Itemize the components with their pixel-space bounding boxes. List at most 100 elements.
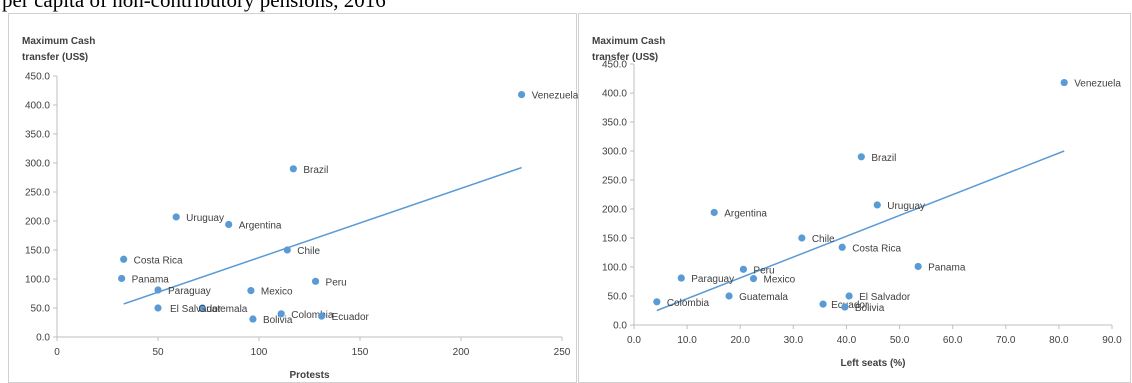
- trendline: [656, 150, 1065, 312]
- data-label-colombia: Colombia: [667, 298, 710, 309]
- data-label-peru: Peru: [753, 265, 774, 276]
- y-tick-label: 350.0: [25, 130, 50, 141]
- chart-group-title: per capita of non-contributory pensions,…: [2, 0, 386, 12]
- x-axis-label: Left seats (%): [840, 358, 905, 369]
- data-point-el-salvador: [154, 304, 162, 312]
- data-label-bolivia: Bolivia: [855, 303, 885, 314]
- y-tick-label: 450.0: [602, 60, 627, 71]
- data-label-chile: Chile: [812, 234, 835, 245]
- x-tick-label: 250: [554, 347, 571, 358]
- x-tick-label: 60.0: [943, 335, 963, 346]
- data-label-ecuador: Ecuador: [332, 312, 370, 323]
- data-point-paraguay: [154, 286, 162, 294]
- y-tick-label: 0.0: [36, 333, 50, 344]
- y-tick-label: 50.0: [31, 304, 51, 315]
- data-point-guatemala: [725, 292, 733, 300]
- y-axis-label: Maximum Cash transfer (US$): [592, 36, 666, 63]
- data-point-uruguay: [172, 213, 180, 221]
- data-point-ecuador: [819, 300, 827, 308]
- chart-panel-left-seats: Maximum Cash transfer (US$) 0.0 50.0 100.0…: [578, 13, 1131, 383]
- data-label-venezuela: Venezuela: [532, 91, 579, 102]
- data-point-peru: [739, 265, 748, 273]
- y-tick-label: 50.0: [608, 292, 628, 303]
- scatter-plot-left-seats: 0.0 50.0 100.0 150.0 200.0 250.0 300.0 350.0 400…: [602, 60, 1122, 370]
- data-label-paraguay: Paraguay: [691, 274, 734, 285]
- data-point-chile: [798, 234, 806, 242]
- data-label-ecuador: Ecuador: [831, 300, 869, 311]
- chart-panel-protests: Maximum Cash transfer (US$) 0.0 50.0 100.0…: [8, 13, 579, 383]
- x-tick-label: 10.0: [677, 335, 697, 346]
- x-tick-label: 40.0: [837, 335, 857, 346]
- data-point-colombia: [277, 310, 285, 318]
- data-label-argentina: Argentina: [239, 220, 282, 231]
- data-point-costa-rica: [120, 255, 128, 263]
- y-tick-label: 300.0: [602, 147, 627, 158]
- data-point-uruguay: [873, 201, 881, 209]
- data-point-venezuela: [518, 90, 526, 99]
- data-label-el-salvador: El Salvador: [859, 292, 911, 303]
- x-tick-label: 200: [453, 347, 470, 358]
- y-tick-label: 150.0: [602, 234, 627, 245]
- data-point-chile: [283, 246, 291, 254]
- data-point-ecuador: [318, 312, 326, 320]
- data-point-brazil: [289, 165, 297, 173]
- data-point-costa-rica: [838, 243, 846, 251]
- data-point-bolivia: [841, 303, 849, 311]
- data-point-brazil: [857, 153, 865, 161]
- data-label-el-salvador: El Salvador: [170, 304, 222, 315]
- data-label-uruguay: Uruguay: [887, 201, 925, 212]
- data-label-guatemala: Guatemala: [198, 304, 247, 315]
- y-tick-label: 200.0: [602, 205, 627, 216]
- data-point-argentina: [225, 220, 233, 229]
- data-label-colombia: Colombia: [291, 310, 334, 321]
- data-label-brazil: Brazil: [871, 153, 896, 164]
- data-label-panama: Panama: [928, 262, 966, 273]
- data-point-colombia: [653, 298, 661, 306]
- y-tick-label: 400.0: [602, 89, 627, 100]
- data-label-guatemala: Guatemala: [739, 292, 788, 303]
- x-tick-label: 90.0: [1102, 335, 1122, 346]
- data-label-argentina: Argentina: [724, 208, 767, 219]
- data-label-costa-rica: Costa Rica: [852, 243, 901, 254]
- y-axis-label: Maximum Cash transfer (US$): [22, 36, 96, 63]
- data-point-mexico: [749, 275, 758, 283]
- data-label-mexico: Mexico: [261, 287, 293, 298]
- scatter-plot-protests: 0.0 50.0 100.0 150.0 200.0 250.0 300.0 350.0 400…: [25, 72, 579, 382]
- x-tick-label: 150: [352, 347, 369, 358]
- data-point-mexico: [247, 287, 255, 295]
- x-tick-label: 30.0: [784, 335, 804, 346]
- y-tick-label: 300.0: [25, 159, 50, 170]
- data-label-panama: Panama: [132, 274, 170, 285]
- data-point-peru: [311, 277, 320, 285]
- data-label-costa-rica: Costa Rica: [134, 255, 183, 266]
- y-tick-label: 200.0: [25, 217, 50, 228]
- data-point-venezuela: [1060, 78, 1068, 87]
- y-tick-label: 0.0: [613, 321, 627, 332]
- x-axis-label: Protests: [289, 370, 329, 381]
- x-tick-label: 50: [152, 347, 164, 358]
- x-tick-label: 100: [251, 347, 268, 358]
- data-label-bolivia: Bolivia: [263, 315, 293, 326]
- x-tick-label: 70.0: [996, 335, 1016, 346]
- data-point-panama: [118, 274, 126, 283]
- data-point-paraguay: [677, 274, 685, 282]
- y-tick-label: 150.0: [25, 246, 50, 257]
- y-tick-label: 250.0: [25, 188, 50, 199]
- x-tick-label: 0: [54, 347, 60, 358]
- data-label-chile: Chile: [297, 246, 320, 257]
- data-label-venezuela: Venezuela: [1074, 79, 1121, 90]
- x-tick-label: 80.0: [1049, 335, 1069, 346]
- data-label-peru: Peru: [326, 277, 347, 288]
- data-point-argentina: [710, 208, 718, 217]
- data-label-mexico: Mexico: [764, 275, 796, 286]
- x-tick-label: 50.0: [890, 335, 910, 346]
- y-tick-label: 450.0: [25, 72, 50, 83]
- y-tick-label: 100.0: [25, 275, 50, 286]
- data-label-uruguay: Uruguay: [186, 213, 224, 224]
- y-tick-label: 250.0: [602, 176, 627, 187]
- data-label-brazil: Brazil: [303, 165, 328, 176]
- data-point-panama: [914, 262, 922, 271]
- trendline: [123, 166, 522, 305]
- data-point-guatemala: [198, 304, 207, 312]
- x-tick-label: 20.0: [730, 335, 750, 346]
